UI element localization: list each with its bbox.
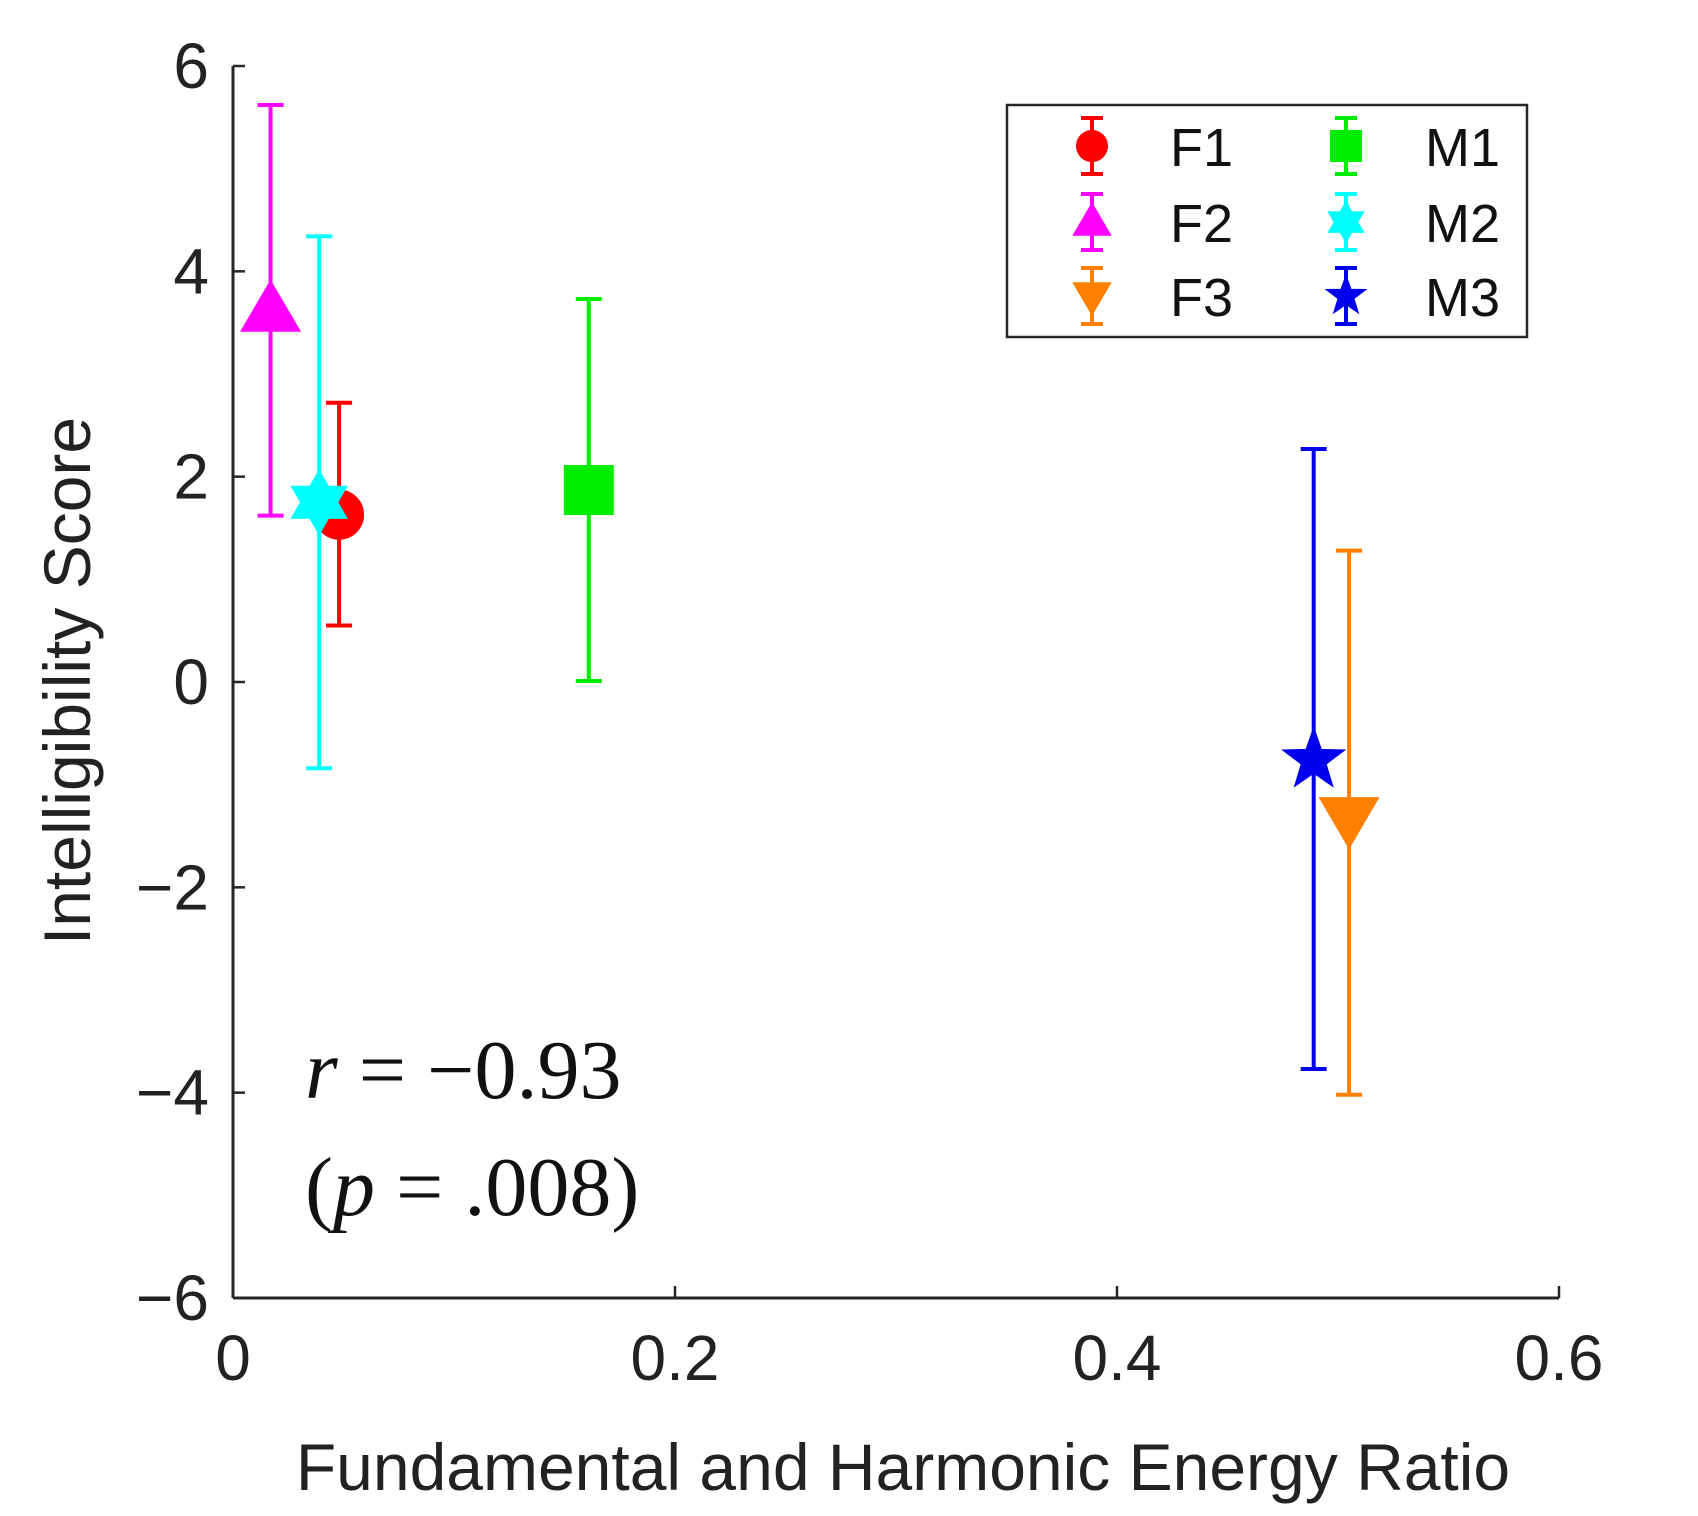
data-point [1318,797,1380,850]
x-tick-label: 0.4 [1073,1322,1162,1394]
x-tick-label: 0.2 [631,1322,720,1394]
x-tick-label: 0 [215,1322,251,1394]
data-marks [240,103,1380,1097]
y-tick-label: −6 [136,1262,209,1334]
series-f2 [240,103,302,518]
y-tick-label: 2 [173,441,209,513]
data-point [1281,725,1347,788]
legend-label: F2 [1170,194,1233,254]
legend-item-f1: F1 [1076,116,1233,178]
legend-marker [1324,273,1368,315]
y-tick-label: 6 [173,30,209,102]
legend-item-f3: F3 [1072,266,1233,328]
y-tick-label: −4 [136,1057,209,1129]
legend-marker [1327,200,1365,244]
data-point [563,465,614,516]
p-value-annotation: (p = .008) [305,1141,639,1234]
series-f3 [1318,548,1380,1097]
y-tick-label: −2 [136,851,209,923]
series-m3 [1281,446,1347,1072]
legend-marker [1330,130,1362,162]
legend-item-m2: M2 [1327,192,1500,254]
legend-item-f2: F2 [1072,192,1233,254]
legend-label: M3 [1425,268,1500,328]
legend-item-m3: M3 [1324,266,1500,328]
y-tick-label: 0 [173,646,209,718]
y-axis-label: Intelligibility Score [30,417,104,945]
y-tick-label: 4 [173,235,209,307]
data-point [290,469,348,536]
axes: 0 0.2 0.4 0.6 −6 −4 −2 0 2 4 6 [136,30,1603,1394]
series-m2 [290,234,348,771]
legend-label: M1 [1425,118,1500,178]
series-m1 [563,297,614,683]
legend-marker [1072,282,1112,316]
data-point [240,279,302,332]
correlation-annotation: r = −0.93 [305,1024,621,1117]
x-axis-label: Fundamental and Harmonic Energy Ratio [296,1430,1510,1504]
x-tick-label: 0.6 [1515,1322,1604,1394]
legend-marker [1076,130,1108,162]
legend-label: M2 [1425,194,1500,254]
legend-label: F3 [1170,268,1233,328]
legend: F1 F2 F3 M1 M2 M3 [1005,103,1529,339]
legend-marker [1072,202,1112,236]
legend-label: F1 [1170,118,1233,178]
legend-item-m1: M1 [1330,116,1500,178]
